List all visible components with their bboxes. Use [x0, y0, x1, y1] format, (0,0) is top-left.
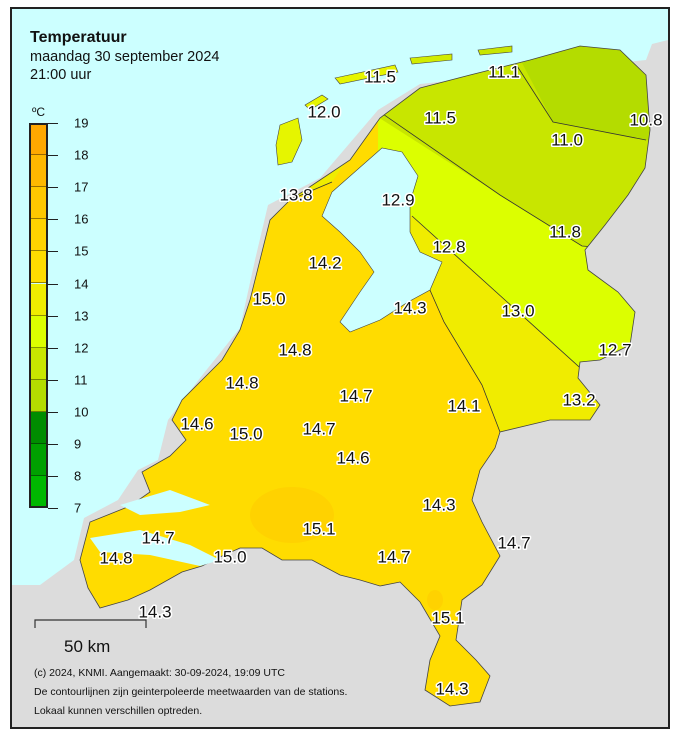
legend-tick-label: 14 — [74, 276, 89, 291]
station-temperature: 14.8 — [225, 374, 258, 393]
station-temperature: 12.9 — [381, 191, 414, 210]
station-temperature: 14.7 — [377, 548, 410, 567]
scale-bar-label: 50 km — [64, 637, 111, 656]
legend-tick-mark — [48, 219, 58, 221]
station-temperature: 13.0 — [501, 302, 534, 321]
wadden-islands — [275, 45, 513, 166]
footer-note-1: De contourlijnen zijn geinterpoleerde me… — [34, 686, 348, 698]
station-temperature: 11.0 — [551, 131, 583, 150]
station-temperature: 11.1 — [488, 63, 520, 82]
band-10-11 — [510, 46, 650, 140]
station-temperature: 14.6 — [336, 449, 369, 468]
station-temperature: 13.8 — [279, 186, 312, 205]
station-temperature: 12.0 — [307, 103, 340, 122]
station-labels: 11.5 11.1 12.0 11.5 10.8 11.0 13.8 12.9 11.8 12.8… — [98, 61, 664, 700]
map-time: 21:00 uur — [30, 67, 92, 83]
legend-tick-mark — [48, 379, 58, 381]
legend-unit: ºC — [32, 105, 46, 119]
legend-tick-mark — [48, 347, 58, 349]
legend-tick-mark — [48, 444, 58, 445]
legend-tick-label: 19 — [74, 115, 89, 131]
station-temperature: 11.5 — [424, 109, 456, 128]
station-temperature: 11.5 — [364, 68, 396, 87]
station-temperature: 14.2 — [308, 254, 341, 273]
band-15-16-brabant — [250, 487, 334, 543]
station-temperature: 11.8 — [549, 223, 581, 242]
legend-tick-label: 16 — [74, 211, 89, 227]
station-temperature: 14.3 — [393, 299, 426, 318]
legend-tick-label: 10 — [74, 404, 89, 420]
legend-tick-label: 15 — [74, 243, 89, 259]
terschelling — [334, 64, 399, 85]
station-temperature: 15.0 — [213, 548, 246, 567]
legend-tick-label: 7 — [74, 500, 82, 516]
zeeland-waters — [90, 490, 220, 566]
legend-tick-label: 17 — [74, 179, 89, 195]
station-temperature: 14.3 — [422, 496, 455, 515]
schiermonnikoog — [477, 45, 513, 56]
footer-credit: (c) 2024, KNMI. Aangemaakt: 30-09-2024, … — [34, 667, 285, 679]
station-temperature: 14.1 — [447, 397, 480, 416]
station-temperature: 12.7 — [598, 341, 631, 360]
station-temperature: 14.3 — [435, 680, 468, 699]
legend-bar-outline — [29, 123, 48, 509]
station-temperature: 14.7 — [497, 534, 530, 553]
legend-tick-label: 9 — [74, 436, 82, 452]
temperature-map: 11.5 11.1 12.0 11.5 10.8 11.0 13.8 12.9 11.8 12.8… — [12, 9, 668, 727]
station-temperature: 14.7 — [141, 529, 174, 548]
map-date: maandag 30 september 2024 — [30, 49, 220, 65]
scale-bar — [34, 619, 147, 628]
ameland — [409, 53, 453, 65]
station-temperature: 15.0 — [252, 290, 285, 309]
legend-tick-mark — [48, 187, 58, 189]
legend-tick-label: 12 — [74, 340, 89, 356]
station-temperature: 10.8 — [629, 111, 662, 130]
legend-tick-mark — [48, 508, 58, 510]
legend-tick-mark — [48, 251, 58, 253]
footer-note-2: Lokaal kunnen verschillen optreden. — [34, 705, 203, 717]
station-temperature: 15.1 — [431, 609, 464, 628]
sea — [12, 9, 668, 585]
station-temperature: 14.6 — [180, 415, 213, 434]
legend-tick-label: 13 — [74, 308, 89, 324]
band-15-16-limburg — [427, 590, 443, 610]
station-temperature: 14.7 — [339, 387, 372, 406]
station-temperature: 14.8 — [99, 549, 132, 568]
legend-tick-label: 11 — [74, 372, 88, 388]
station-temperature: 15.1 — [302, 520, 335, 539]
legend-tick-mark — [48, 476, 58, 478]
station-temperature: 12.8 — [432, 238, 465, 257]
ijsselmeer — [321, 147, 443, 333]
legend-tick-label: 18 — [74, 147, 89, 163]
legend-tick-mark — [48, 283, 58, 285]
map-title: Temperatuur — [30, 29, 127, 46]
legend-tick-mark — [48, 315, 58, 317]
station-temperature: 14.7 — [302, 420, 335, 439]
station-temperature: 14.3 — [138, 603, 171, 622]
station-temperature: 15.0 — [229, 425, 262, 444]
vlieland — [304, 94, 329, 111]
station-temperature: 14.8 — [278, 341, 311, 360]
legend-tick-mark — [48, 155, 58, 157]
legend-tick-mark — [48, 123, 58, 124]
station-temperature: 13.2 — [562, 391, 595, 410]
legend-tick-label: 8 — [74, 468, 82, 484]
legend-tick-mark — [48, 411, 58, 413]
texel — [275, 117, 303, 166]
map-frame: 11.5 11.1 12.0 11.5 10.8 11.0 13.8 12.9 11.8 12.8… — [10, 7, 670, 729]
